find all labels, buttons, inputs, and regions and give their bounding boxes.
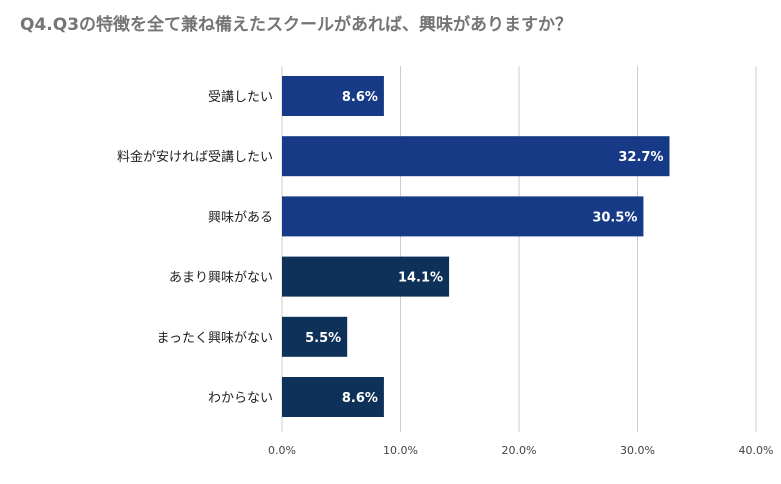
category-label: まったく興味がない	[157, 331, 273, 346]
x-tick-label: 20.0%	[502, 444, 537, 457]
bar	[282, 377, 384, 417]
bar	[282, 316, 348, 357]
data-label: 14.1%	[398, 271, 443, 286]
x-tick-label: 10.0%	[383, 444, 418, 457]
category-label: 興味がある	[208, 210, 273, 225]
bar	[282, 136, 670, 177]
category-label: あまり興味がない	[169, 271, 273, 286]
bar	[282, 256, 450, 297]
chart-title: Q4.Q3の特徴を全て兼ね備えたスクールがあれば、興味がありますか？	[20, 15, 573, 35]
category-label: 料金が安ければ受講したい	[117, 149, 273, 165]
data-label: 30.5%	[592, 210, 637, 225]
x-tick-label: 40.0%	[739, 444, 774, 457]
x-tick-label: 30.0%	[620, 444, 655, 457]
data-label: 5.5%	[305, 331, 341, 346]
data-label: 8.6%	[342, 90, 378, 105]
bar	[282, 196, 644, 237]
data-label: 8.6%	[342, 391, 378, 406]
category-label: 受講したい	[208, 89, 273, 105]
category-label: わからない	[208, 391, 273, 406]
x-tick-label: 0.0%	[268, 444, 296, 457]
data-label: 32.7%	[618, 150, 663, 165]
bar	[282, 76, 384, 116]
